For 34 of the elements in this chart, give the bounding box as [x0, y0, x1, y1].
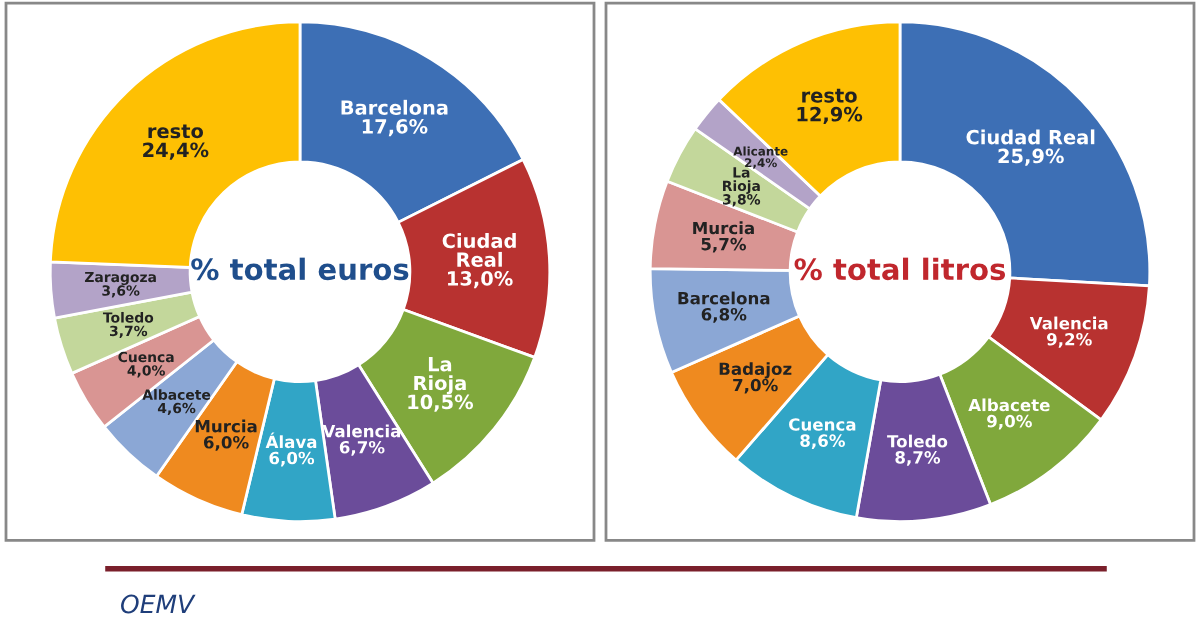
- data-label: 24,4%: [143, 142, 209, 160]
- slice-label: Álava: [265, 432, 317, 449]
- slice-label: Albacete: [968, 398, 1050, 412]
- text: OEMV: [121, 594, 196, 614]
- slice-label: Toledo: [887, 434, 948, 448]
- slice-label: Ciudad Real: [966, 129, 1095, 145]
- text: % total litros: [794, 257, 1006, 281]
- data-label: 8,7%: [895, 451, 941, 466]
- data-label: 6,0%: [203, 436, 249, 451]
- data-label: 25,9%: [998, 148, 1064, 166]
- slice-label: Murcia: [195, 419, 257, 433]
- data-label: 6,0%: [269, 451, 315, 467]
- slice-label: Badajoz: [719, 362, 792, 379]
- slice-label: Barcelona: [341, 99, 448, 115]
- data-label: 10,5%: [408, 394, 474, 412]
- slice-label: Murcia: [693, 221, 754, 235]
- data-label: 6,8%: [701, 307, 747, 323]
- slice-label: Barcelona: [678, 291, 770, 305]
- data-label: 9,2%: [1046, 332, 1092, 348]
- data-label: 13,0%: [448, 271, 513, 289]
- data-label: 12,9%: [797, 106, 863, 125]
- data-label: 7,0%: [733, 378, 778, 394]
- data-label: 6,7%: [339, 440, 385, 456]
- slice-label: Valencia: [1029, 316, 1108, 330]
- slice-label: resto: [802, 88, 857, 103]
- slice-label: La Rioja: [414, 357, 466, 395]
- data-label: 9,0%: [987, 414, 1032, 430]
- slice-label: Ciudad Real: [442, 233, 516, 267]
- data-label: 17,6%: [362, 119, 428, 137]
- data-label: 5,7%: [701, 237, 747, 253]
- slice-label: Cuenca: [789, 418, 856, 431]
- data-label: 8,6%: [800, 434, 845, 450]
- text: % total euros: [191, 257, 409, 281]
- slice-label: resto: [148, 124, 204, 139]
